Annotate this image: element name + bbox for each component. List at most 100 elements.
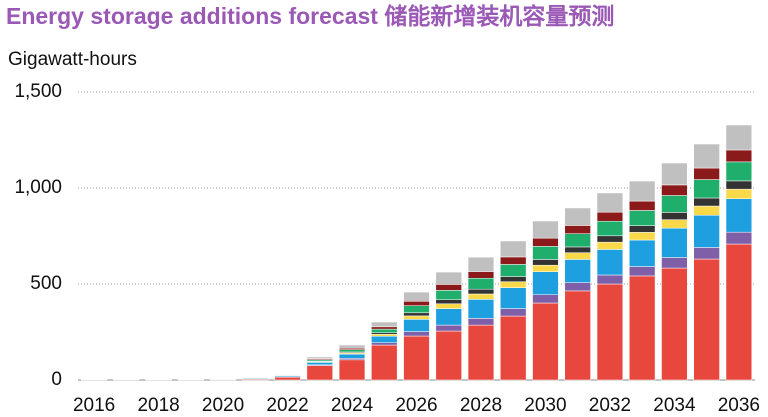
bar-segment xyxy=(403,305,430,314)
bar-segment xyxy=(338,344,366,349)
bar-segment xyxy=(532,271,559,296)
bar-segment xyxy=(435,324,462,332)
y-tick-label: 500 xyxy=(30,273,62,294)
bar-segment xyxy=(693,258,720,381)
y-tick-label: 1,000 xyxy=(14,177,62,198)
bar-segment xyxy=(661,162,688,186)
bar-segment xyxy=(661,267,688,381)
bar-segment xyxy=(403,319,430,332)
bar-segment xyxy=(500,315,527,381)
bar-segment xyxy=(693,143,720,169)
bar-segment xyxy=(596,241,624,250)
bar-segment xyxy=(467,299,495,319)
bar-segment xyxy=(725,198,753,233)
bar-segment xyxy=(564,282,591,292)
bar-segment xyxy=(596,211,624,222)
chart-title: Energy storage additions forecast 储能新增装机… xyxy=(6,3,614,29)
bar-segment xyxy=(500,281,527,288)
bar-segment xyxy=(596,274,624,285)
bar-segment xyxy=(596,249,624,276)
bar-segment xyxy=(564,290,591,381)
bar-segment xyxy=(371,321,398,328)
bar-segment xyxy=(467,271,495,279)
bar-segment xyxy=(435,299,462,305)
bar-segment xyxy=(500,256,527,265)
bar-segment xyxy=(629,210,656,226)
bar-segment xyxy=(435,290,462,300)
bar-segment xyxy=(435,303,462,309)
bar-segment xyxy=(371,344,398,381)
bar-segment xyxy=(338,353,366,359)
bar-segment xyxy=(532,220,559,239)
x-tick-label: 2024 xyxy=(331,395,374,416)
bar-segment xyxy=(371,334,398,337)
bar-segment xyxy=(661,219,688,229)
bar-segment xyxy=(467,324,495,381)
bar-segment xyxy=(725,188,753,200)
bar-segment xyxy=(403,335,430,381)
bar-segment xyxy=(596,220,624,237)
bar-segment xyxy=(371,342,398,346)
bar-segment xyxy=(306,356,333,359)
bar-segment xyxy=(693,197,720,207)
bar-segment xyxy=(467,318,495,326)
bar-segment xyxy=(661,257,688,269)
bar-segment xyxy=(306,365,333,381)
x-tick-label: 2026 xyxy=(395,395,437,416)
x-tick-label: 2016 xyxy=(73,395,115,416)
bar-segment xyxy=(532,302,559,381)
bar-segment xyxy=(338,359,366,381)
bar-segment xyxy=(661,184,688,196)
bar-segment xyxy=(693,179,720,199)
bar-segment xyxy=(564,252,591,260)
bar-segment xyxy=(467,293,495,300)
bar-segment xyxy=(564,207,591,226)
bar-segment xyxy=(725,161,753,182)
bar-segment xyxy=(532,259,559,266)
bar-segment xyxy=(274,376,301,381)
bar-segment xyxy=(596,235,624,243)
x-tick-label: 2030 xyxy=(524,395,566,416)
x-tick-label: 2036 xyxy=(718,395,760,416)
bar-segment xyxy=(629,266,656,277)
bar-segment xyxy=(564,233,591,248)
bar-segment xyxy=(564,246,591,253)
bar-segment xyxy=(500,276,527,282)
bar-segment xyxy=(500,264,527,277)
bar-segment xyxy=(629,275,656,381)
bar-segment xyxy=(693,215,720,248)
bar-segment xyxy=(435,271,462,285)
bar-segment xyxy=(693,205,720,216)
bar-segment xyxy=(242,376,269,378)
bar-segment xyxy=(403,315,430,320)
bar-segment xyxy=(629,239,656,267)
bar-segment xyxy=(403,312,430,317)
bar-segment xyxy=(467,256,495,272)
bar-segment xyxy=(403,301,430,306)
bar-segment xyxy=(629,225,656,233)
bar-segment xyxy=(661,212,688,220)
bar-segment xyxy=(661,195,688,213)
bar-segment xyxy=(693,167,720,180)
bar-segment xyxy=(467,277,495,290)
bar-segment xyxy=(371,335,398,344)
y-tick-label: 1,500 xyxy=(14,81,62,102)
bar-segment xyxy=(338,349,366,353)
bar-segment xyxy=(629,180,656,202)
bar-segment xyxy=(725,149,753,163)
bar-segment xyxy=(629,200,656,211)
bar-segment xyxy=(500,240,527,258)
bar-segment xyxy=(661,227,688,258)
x-tick-label: 2034 xyxy=(653,395,696,416)
bar-segment xyxy=(435,284,462,291)
bar-segment xyxy=(532,294,559,304)
bar-segment xyxy=(564,259,591,283)
bar-segment xyxy=(306,362,333,366)
y-axis-label: Gigawatt-hours xyxy=(8,49,137,70)
bar-segment xyxy=(596,283,624,381)
bar-segment xyxy=(725,231,753,245)
x-tick-label: 2028 xyxy=(460,395,502,416)
x-tick-label: 2018 xyxy=(137,395,179,416)
bar-segment xyxy=(467,288,495,295)
